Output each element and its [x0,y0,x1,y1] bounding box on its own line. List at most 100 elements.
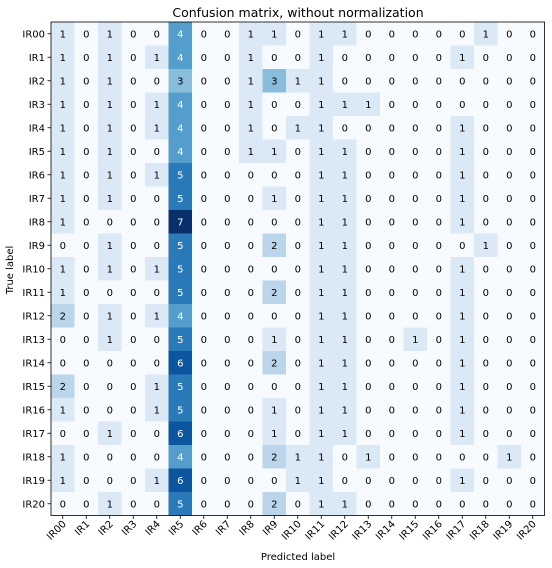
cell-value-label: 2 [60,312,66,323]
heatmap-cell [215,492,240,516]
heatmap-cell [450,210,475,234]
heatmap-cell [309,421,334,446]
cell-value-label: 0 [365,194,371,205]
heatmap-cell [427,257,451,281]
cell-value-label: 0 [389,77,395,88]
cell-value-label: 1 [342,312,348,323]
heatmap-cell-labels: 1 0 1 0 0 4 0 0 1 1 0 1 1 0 0 0 0 0 1 0 0 1 0 1 0 1 4 0 0 1 0 0 1 0 0 0 0 0 1 0… [60,30,536,511]
heatmap-cell [215,351,240,375]
heatmap-cell [450,22,475,46]
cell-value-label: 0 [365,77,371,88]
cell-value-label: 0 [483,218,489,229]
cell-value-label: 0 [436,359,442,370]
cell-value-label: 0 [412,288,418,299]
heatmap-cell [286,468,310,493]
cell-value-label: 1 [60,453,66,464]
heatmap-cell [121,351,146,375]
cell-value-label: 1 [318,124,324,135]
heatmap-cell [403,468,428,493]
cell-value-label: 0 [436,335,442,346]
cell-value-label: 0 [530,359,536,370]
heatmap-cell [51,186,75,211]
cell-value-label: 0 [130,77,136,88]
cell-value-label: 0 [60,241,66,252]
cell-value-label: 0 [483,312,489,323]
heatmap-cell [121,374,146,399]
heatmap-cell [121,304,146,328]
heatmap-cell [309,327,334,352]
cell-value-label: 0 [130,194,136,205]
cell-value-label: 0 [224,500,230,511]
heatmap-cell [121,69,146,93]
heatmap-cell [98,45,122,70]
heatmap-cell [309,22,334,46]
heatmap-cell [356,139,381,164]
heatmap-cell [427,351,451,375]
heatmap-cell [309,45,334,70]
heatmap-cell [333,163,357,187]
heatmap-cell [74,398,99,422]
cell-value-label: 1 [459,124,465,135]
heatmap-cell [380,492,404,516]
heatmap-cell [239,280,263,305]
heatmap-cell [521,445,545,469]
cell-value-label: 0 [436,265,442,276]
cell-value-label: 0 [248,382,254,393]
cell-value-label: 1 [248,77,254,88]
cell-value-label: 1 [60,147,66,158]
x-tick-label: IR9 [261,519,280,538]
cell-value-label: 1 [342,359,348,370]
heatmap-cell [98,468,122,493]
cell-value-label: 1 [342,382,348,393]
heatmap-cell [309,233,334,258]
heatmap-cell [262,22,287,46]
heatmap-cell [145,468,169,493]
cell-value-label: 1 [412,335,418,346]
heatmap-cell [333,280,357,305]
heatmap-cell [356,492,381,516]
cell-value-label: 0 [130,30,136,41]
cell-value-label: 0 [389,30,395,41]
heatmap-cell [521,468,545,493]
heatmap-cell [239,374,263,399]
heatmap-cell [497,116,522,140]
heatmap-cell [309,69,334,93]
cell-value-label: 0 [436,312,442,323]
heatmap-cell [450,69,475,93]
cell-value-label: 0 [154,77,160,88]
heatmap-cell [403,398,428,422]
heatmap-cell [497,468,522,493]
cell-value-label: 0 [342,53,348,64]
heatmap-cell [474,210,498,234]
heatmap-cell [121,186,146,211]
heatmap-cell [333,233,357,258]
cell-value-label: 1 [318,218,324,229]
cell-value-label: 0 [365,147,371,158]
cell-value-label: 0 [107,288,113,299]
cell-value-label: 0 [412,194,418,205]
cell-value-label: 0 [412,100,418,111]
heatmap-cell [98,304,122,328]
cell-value-label: 0 [201,218,207,229]
heatmap-cell [450,374,475,399]
heatmap-cell [356,69,381,93]
heatmap-cell [427,304,451,328]
cell-value-label: 1 [342,147,348,158]
cell-value-label: 0 [530,53,536,64]
cell-value-label: 0 [436,382,442,393]
heatmap-cell [168,398,193,422]
heatmap-cell [51,45,75,70]
cell-value-label: 1 [295,453,301,464]
cell-value-label: 0 [83,359,89,370]
heatmap-cell [51,445,75,469]
heatmap-cell [474,139,498,164]
heatmap-cell [309,374,334,399]
cell-value-label: 0 [389,429,395,440]
heatmap-cell [168,492,193,516]
heatmap-cell [192,421,216,446]
heatmap-cell [215,304,240,328]
cell-value-label: 0 [154,429,160,440]
cell-value-label: 0 [224,382,230,393]
heatmap-cell [333,45,357,70]
cell-value-label: 1 [154,124,160,135]
